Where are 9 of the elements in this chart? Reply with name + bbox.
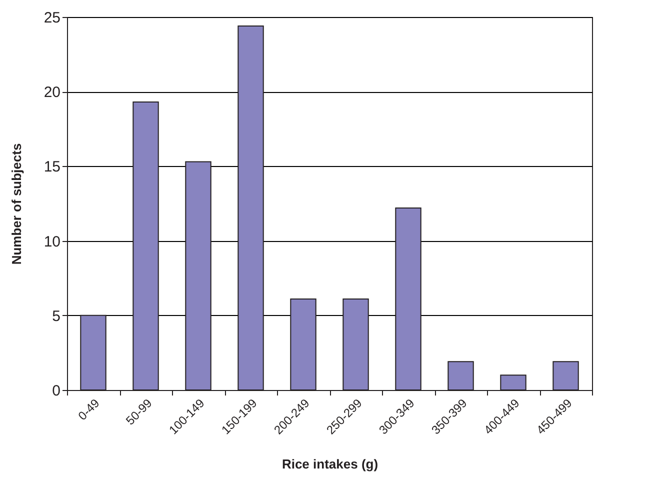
x-tick-label: 0-49: [75, 396, 102, 423]
y-tick-label: 25: [44, 10, 60, 26]
y-tick-label: 5: [52, 308, 60, 325]
y-tick-label: 10: [44, 233, 60, 250]
y-axis-title: Number of subjects: [8, 143, 24, 265]
y-tick-label: 20: [44, 84, 60, 102]
y-tick-label: 15: [44, 158, 60, 176]
y-tick-label: 0: [52, 382, 60, 400]
x-axis-title: Rice intakes (g): [282, 456, 378, 472]
